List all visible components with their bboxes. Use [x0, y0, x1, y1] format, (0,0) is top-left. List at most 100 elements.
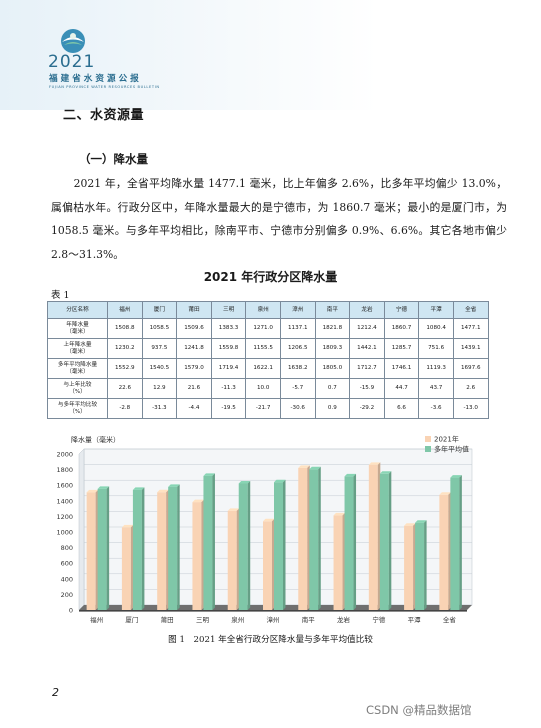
table-cell: 1080.4	[418, 318, 454, 339]
bar-2021	[368, 464, 378, 610]
bar-side	[459, 475, 462, 610]
bar-2021	[298, 467, 308, 610]
table-cell: 1821.8	[314, 318, 351, 339]
y-tick-label: 1200	[56, 513, 73, 521]
bar-top	[263, 518, 275, 522]
table-cell: 1230.2	[107, 338, 143, 359]
bulletin-year: 2021	[48, 52, 96, 72]
table-row: 与多年平均比较 （%） -2.8 -31.3 -4.4 -19.5 -21.7 -30.6 0…	[47, 398, 489, 419]
x-tick-label: 平潭	[408, 615, 422, 624]
bar-side	[247, 480, 251, 610]
y-tick-label: 1000	[56, 529, 73, 537]
bar-average	[132, 489, 142, 610]
table-cell: 1271.0	[245, 318, 281, 339]
table-cell: 21.6	[176, 378, 212, 399]
bar-top	[404, 523, 416, 526]
column-header: 厦门	[141, 301, 178, 319]
bar-2021	[121, 527, 131, 610]
page-number: 2	[52, 686, 59, 699]
table-cell: -19.5	[210, 398, 247, 419]
bar-2021	[263, 521, 272, 610]
table-cell: 937.5	[141, 338, 178, 359]
table-label: 表 1	[51, 290, 70, 301]
bar-2021	[333, 515, 343, 610]
table-cell: 1206.5	[279, 338, 316, 359]
table-cell: 1241.8	[176, 338, 212, 359]
legend-label: 多年平均值	[434, 445, 469, 454]
table-cell: -11.3	[210, 378, 247, 399]
bar-top	[309, 466, 321, 470]
x-tick-label: 莆田	[161, 615, 174, 624]
column-header: 莆田	[176, 301, 212, 319]
bar-2021	[439, 494, 449, 610]
x-tick-label: 宁德	[372, 615, 386, 624]
table-row: 多年平均降水量 （毫米） 1552.9 1540.5 1579.0 1719.4 1622…	[47, 358, 489, 379]
column-header: 全省	[452, 301, 489, 319]
table-cell: -21.7	[245, 398, 281, 419]
table-row: 上年降水量 （毫米） 1230.2 937.5 1241.8 1559.8 1155.5 1…	[47, 338, 489, 359]
bar-side	[236, 508, 240, 610]
bar-average	[274, 482, 283, 610]
bulletin-name-en: FUJIAN PROVINCE WATER RESOURCES BULLETIN	[49, 85, 160, 89]
bar-side	[95, 489, 99, 610]
x-tick-label: 厦门	[125, 615, 138, 624]
bar-top	[379, 471, 392, 474]
x-tick-label: 三明	[196, 616, 210, 624]
bar-side	[377, 462, 381, 610]
rainfall-bar-chart: 0 200 400 600 800 1000 1200 1400 1600 1800 2000 降水量…	[56, 435, 473, 624]
column-header: 平潭	[418, 301, 454, 319]
column-header: 三明	[210, 301, 247, 319]
table-cell: 1540.5	[141, 358, 178, 379]
table-cell: -2.8	[107, 398, 143, 419]
table-cell: 1383.3	[210, 318, 247, 339]
bar-top	[97, 486, 110, 489]
bar-average	[238, 483, 248, 610]
table-cell: 1860.7	[383, 318, 420, 339]
table-cell: 1477.1	[452, 318, 489, 339]
table-cell: 1552.9	[107, 358, 143, 379]
column-header: 漳州	[279, 301, 316, 319]
bar-average	[168, 486, 178, 610]
table-cell: 1439.1	[452, 338, 489, 359]
bar-top	[157, 489, 169, 493]
bar-average	[309, 469, 319, 610]
bar-side	[166, 489, 169, 610]
table-cell: -29.2	[349, 398, 385, 419]
body-paragraph: 2021 年，全省平均降水量 1477.1 毫米，比上年偏多 2.6%，比多年平…	[51, 177, 511, 261]
bar-side	[212, 473, 215, 610]
bar-top	[298, 465, 310, 468]
table-cell: 12.9	[141, 378, 178, 399]
bar-side	[424, 520, 427, 610]
bar-top	[86, 489, 99, 493]
table-cell: -31.3	[141, 398, 178, 419]
x-tick-label: 漳州	[267, 615, 280, 624]
legend-label: 2021年	[434, 435, 459, 444]
table-cell: 1719.4	[210, 358, 247, 379]
bar-side	[201, 499, 204, 610]
bar-top	[344, 473, 357, 477]
y-tick-label: 800	[61, 544, 73, 552]
table-cell: 0.9	[314, 398, 351, 419]
bar-side	[413, 523, 416, 610]
y-tick-label: 600	[61, 560, 73, 568]
x-tick-label: 南平	[302, 615, 316, 624]
table-cell: 1559.8	[210, 338, 247, 359]
x-tick-label: 福州	[90, 615, 103, 624]
bar-top	[368, 462, 381, 465]
y-tick-label: 2000	[56, 451, 73, 459]
table-cell: -5.7	[279, 378, 316, 399]
row-label: 年降水量 （毫米）	[47, 318, 108, 339]
table-cell: -3.6	[418, 398, 454, 419]
bar-average	[344, 476, 354, 610]
x-tick-label: 泉州	[231, 615, 244, 624]
bar-average	[379, 473, 389, 610]
rainfall-table: 分区名称 福州 厦门 莆田 三明 泉州 漳州 南平 龙岩 宁德 平潭 全省 年降…	[47, 301, 489, 419]
table-cell: 1638.2	[279, 358, 316, 379]
bar-top	[192, 499, 204, 503]
table-cell: 1805.0	[314, 358, 351, 379]
row-label: 与多年平均比较 （%）	[47, 398, 108, 419]
bar-top	[274, 479, 286, 483]
y-tick-label: 0	[69, 607, 73, 615]
table-header-row: 分区名称 福州 厦门 莆田 三明 泉州 漳州 南平 龙岩 宁德 平潭 全省	[47, 301, 489, 319]
table-cell: 1155.5	[245, 338, 281, 359]
